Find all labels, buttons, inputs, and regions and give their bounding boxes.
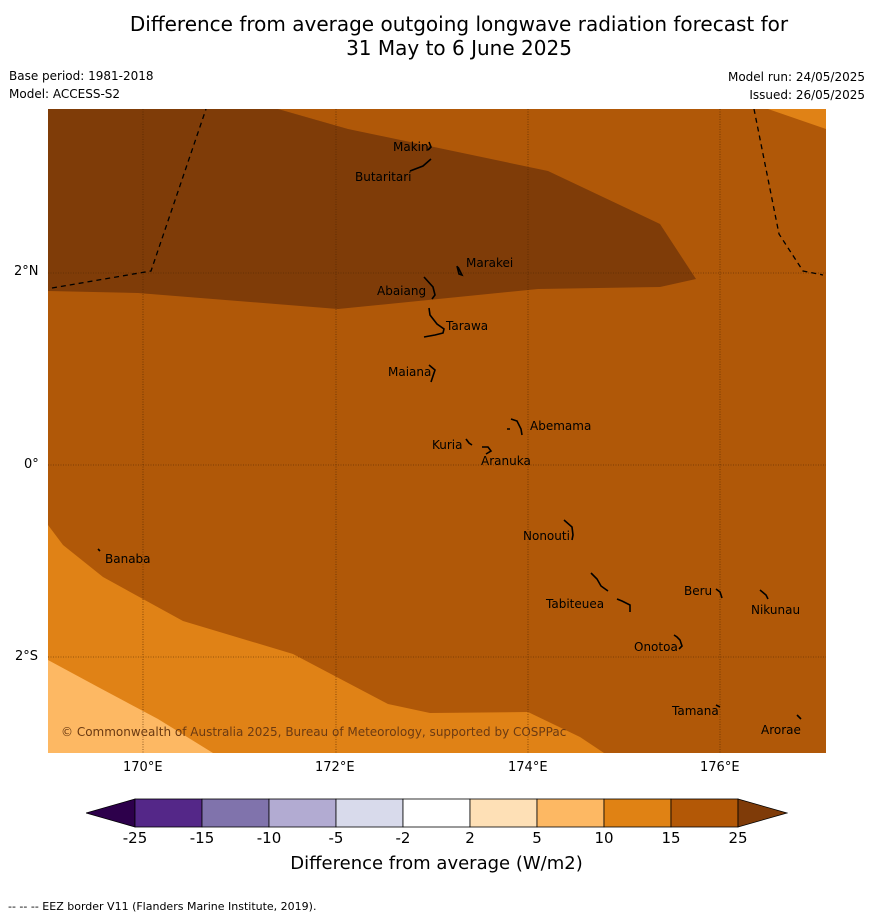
place-label-makin: Makin [393,140,429,154]
colorbar-tick: -25 [122,829,148,847]
colorbar-tick: -15 [189,829,215,847]
colorbar-tick: -5 [328,829,344,847]
colorbar-tick: 10 [594,829,614,847]
lon-label-172e: 172°E [315,760,355,775]
colorbar-tick: 25 [728,829,748,847]
colorbar-tick: 2 [465,829,475,847]
place-labels: Makin Butaritari Marakei Abaiang Tarawa … [105,140,801,737]
place-label-tabiteuea: Tabiteuea [545,597,604,611]
place-label-maiana: Maiana [388,365,431,379]
place-label-abaiang: Abaiang [377,284,426,298]
colorbar-cell-neg15-neg10 [201,798,270,828]
title-line-2: 31 May to 6 June 2025 [346,36,572,60]
colorbar-extend-high [737,798,789,828]
colorbar-cell-5-10 [536,798,605,828]
place-label-butaritari: Butaritari [355,170,412,184]
model-name: Model: ACCESS-S2 [9,87,121,101]
place-label-tarawa: Tarawa [445,319,488,333]
copyright-notice: © Commonwealth of Australia 2025, Bureau… [61,725,567,739]
colorbar-cell-15-25 [670,798,739,828]
lat-label-0: 0° [24,457,39,472]
title-line-1: Difference from average outgoing longwav… [129,12,789,36]
map-canvas: Makin Butaritari Marakei Abaiang Tarawa … [48,109,826,753]
place-label-abemama: Abemama [530,419,591,433]
colorbar-tick: 5 [532,829,542,847]
graticule [48,109,826,753]
eez-border-legend: -- -- -- EEZ border V11 (Flanders Marine… [8,900,317,913]
lon-label-176e: 176°E [700,760,740,775]
colorbar-cell-neg5-neg2 [335,798,404,828]
colorbar-cell-2-5 [469,798,538,828]
colorbar-tick: -10 [256,829,282,847]
colorbar-tick: -2 [395,829,411,847]
model-run: Model run: 24/05/2025 [727,70,865,84]
colorbar-svg [84,798,789,828]
place-label-marakei: Marakei [466,256,513,270]
eez-border-west [51,109,207,289]
anomaly-band-10-15-sw [48,525,604,753]
map-panel: Makin Butaritari Marakei Abaiang Tarawa … [48,109,826,753]
place-label-onotoa: Onotoa [634,640,678,654]
colorbar-label: Difference from average (W/m2) [290,853,583,874]
colorbar-cell-neg2-2 [402,798,471,828]
place-label-beru: Beru [684,584,712,598]
place-label-nonouti: Nonouti [523,529,570,543]
lat-label-2s: 2°S [15,649,39,664]
island-outlines [97,141,802,720]
colorbar-cell-10-15 [603,798,672,828]
anomaly-band-5-10 [48,660,213,753]
eez-border-east [753,109,824,276]
colorbar [84,797,789,831]
issued-date: Issued: 26/05/2025 [749,88,865,102]
place-label-kuria: Kuria [432,438,463,452]
lat-label-2n: 2°N [14,264,39,279]
lon-label-170e: 170°E [123,760,163,775]
anomaly-band-25-plus [48,109,696,309]
colorbar-cell-neg25-neg15 [134,798,203,828]
colorbar-tick: 15 [661,829,681,847]
place-label-arorae: Arorae [761,723,801,737]
base-period: Base period: 1981-2018 [9,69,154,83]
colorbar-cell-neg10-neg5 [268,798,337,828]
colorbar-extend-low [84,798,136,828]
map-title: Difference from average outgoing longwav… [0,12,873,60]
place-label-tamana: Tamana [671,704,719,718]
lon-label-174e: 174°E [508,760,548,775]
place-label-nikunau: Nikunau [751,603,800,617]
place-label-banaba: Banaba [105,552,151,566]
place-label-aranuka: Aranuka [481,454,531,468]
